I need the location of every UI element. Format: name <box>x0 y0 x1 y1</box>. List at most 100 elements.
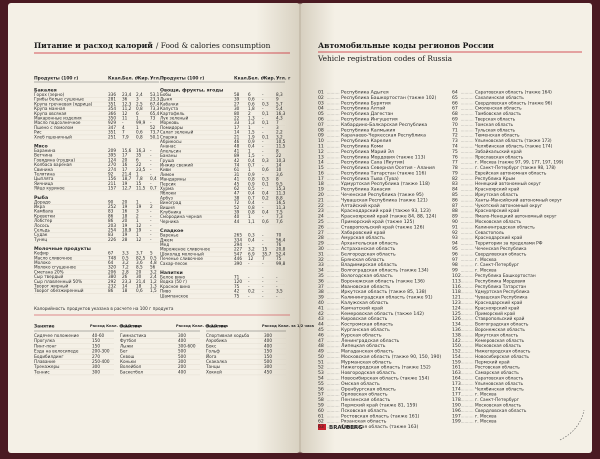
region-name: Рязанская область <box>341 419 387 425</box>
table-cell: 400 <box>264 338 272 343</box>
table-cell: Пиво <box>160 289 171 294</box>
table-cell: 36 <box>122 97 128 102</box>
region-code: 161 <box>452 365 461 371</box>
region-name: Тамбовская область <box>474 111 521 117</box>
table-cell: Свинина <box>34 167 53 172</box>
table-cell: Сыр плавленный 50% <box>34 279 82 284</box>
table-cell: 75 <box>234 284 240 289</box>
table-cell: Камбала <box>34 209 54 214</box>
table-cell: - <box>150 157 152 162</box>
region-name: Чукотский автономный округ <box>475 202 543 209</box>
table-cell: 500 <box>178 354 186 359</box>
table-cell: 41 <box>234 148 240 153</box>
table-cell: 40 <box>234 214 240 219</box>
table-cell: 7,2 <box>122 265 129 270</box>
table-cell: 0,6 <box>136 130 143 135</box>
table-cell: Клубника <box>160 210 182 215</box>
region-name: Камчатский край <box>341 304 383 311</box>
region-name: Нижегородская область <box>475 349 531 355</box>
table-cell: - <box>276 293 278 298</box>
region-name: Вологодская область <box>341 273 393 279</box>
table-cell: 19 <box>122 181 128 186</box>
region-code: 07 <box>318 122 324 128</box>
region-code: 39 <box>318 295 324 301</box>
table-cell: 0,4 <box>248 200 255 205</box>
table-cell: 400 <box>178 338 186 343</box>
table-cell: 3,7 <box>136 251 143 256</box>
region-name: Смоленская область <box>475 106 522 112</box>
left-title-en: / Food & calories consumption <box>156 41 271 50</box>
region-name: Орловская область <box>341 392 388 398</box>
table-cell: 2 <box>150 204 153 209</box>
table-cell: 35 <box>136 153 142 158</box>
region-code: 75 <box>452 149 458 155</box>
table-cell: Яичница <box>34 181 53 186</box>
table-cell: 80 <box>234 111 240 116</box>
table-cell: 67 <box>108 251 114 256</box>
table-cell: - <box>262 237 264 242</box>
table-cell: Дорадо <box>34 199 51 204</box>
region-code: 159 <box>452 359 461 365</box>
section-title: Мясо <box>34 144 48 150</box>
table-cell: - <box>262 214 264 219</box>
table-cell: Тренажеры <box>33 364 59 369</box>
table-cell: 18,7 <box>122 176 132 181</box>
region-code: 138 <box>452 332 461 338</box>
table-cell: 12 <box>122 111 128 116</box>
table-cell: 500 <box>264 359 272 364</box>
table-cell: 929 <box>108 120 116 125</box>
region-name: Саратовская область (также 164) <box>475 90 552 96</box>
table-cell: 23,4 <box>122 92 132 97</box>
table-cell: 300 <box>264 364 272 369</box>
region-name: Ленинградская область <box>341 338 400 344</box>
region-name: Республика Алтай <box>341 105 385 112</box>
table-cell: Гольф <box>206 349 220 354</box>
region-code: 04 <box>318 106 324 112</box>
table-cell: 3,2 <box>122 260 129 265</box>
table-cell: 5 <box>150 251 153 256</box>
table-cell: 99,8 <box>276 261 286 266</box>
table-cell: 61 <box>234 167 240 172</box>
region-code: 134 <box>452 322 461 328</box>
region-code: 84 <box>452 187 458 193</box>
region-code: 31 <box>318 251 324 257</box>
table-cell: 0,1 <box>262 134 269 139</box>
right-subtitle: Vehicle registration codes of Russia <box>317 54 453 63</box>
table-cell: 11,5 <box>136 186 146 191</box>
table-cell: 1,8 <box>248 106 255 111</box>
region-code: 03 <box>318 100 324 106</box>
table-cell: Белое вино <box>160 275 186 280</box>
region-name: Томская область <box>474 122 514 128</box>
table-cell: Черника <box>160 219 179 224</box>
column-header: Занятие <box>34 324 55 330</box>
region-name: Брянская область <box>341 257 385 263</box>
table-cell: 42 <box>234 289 240 294</box>
region-name: Приморский край <box>475 310 515 317</box>
region-code: 44 <box>318 322 324 328</box>
region-name: г. Москва <box>475 419 497 425</box>
region-name: Оренбургская область <box>341 386 396 392</box>
table-cell: 74 <box>234 163 240 168</box>
table-cell: 15 <box>262 247 268 252</box>
table-cell: 150 <box>92 343 100 348</box>
table-cell: Ананас <box>160 144 176 149</box>
region-code: 49 <box>318 349 324 355</box>
table-cell: 2 <box>136 213 139 218</box>
table-cell: 281 <box>108 97 116 102</box>
table-cell: 2,8 <box>122 269 129 274</box>
region-name: Республика Дагестан <box>341 111 393 117</box>
table-cell: Волейбол <box>120 364 142 369</box>
region-name: Республика Бурятия <box>341 100 391 106</box>
table-cell: 18 <box>122 288 128 293</box>
region-code: 86 <box>452 197 458 203</box>
table-cell: 20 <box>136 269 142 274</box>
region-name: Костромская область <box>341 322 393 328</box>
table-cell: 1 <box>136 218 139 223</box>
region-code: 11 <box>318 143 324 149</box>
table-cell: - <box>150 120 152 125</box>
region-name: Тюменская область <box>474 133 520 139</box>
table-cell: 1,1 <box>248 219 255 224</box>
region-code: 14 <box>318 160 324 166</box>
table-cell: 1 <box>136 172 139 177</box>
region-name: Алтайский край <box>341 202 380 209</box>
